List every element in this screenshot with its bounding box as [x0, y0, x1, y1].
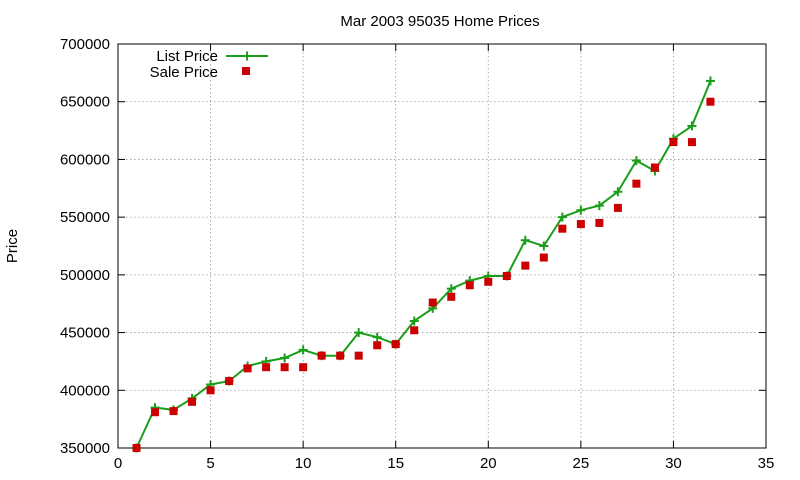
legend-marker-sale-price	[242, 67, 250, 75]
list-price-point	[631, 156, 641, 166]
sale-price-point	[243, 364, 252, 373]
sale-price-point	[595, 218, 604, 227]
y-tick-label: 650000	[60, 94, 110, 111]
y-tick-label: 500000	[60, 267, 110, 284]
list-price-point	[354, 328, 364, 338]
sale-price-point	[373, 341, 382, 350]
y-tick-label: 400000	[60, 382, 110, 399]
sale-price-point	[484, 277, 493, 286]
y-tick-label: 700000	[60, 36, 110, 53]
x-tick-label: 5	[206, 455, 214, 472]
sale-price-point	[706, 97, 715, 106]
x-tick-label: 20	[480, 455, 497, 472]
list-price-point	[372, 332, 382, 342]
sale-price-point	[539, 253, 548, 262]
grid	[118, 44, 766, 448]
sale-price-point	[650, 163, 659, 172]
list-price-point	[705, 76, 715, 86]
sale-price-point	[317, 351, 326, 360]
sale-price-point	[687, 138, 696, 147]
x-tick-label: 30	[665, 455, 682, 472]
sale-price-point	[262, 363, 271, 372]
sale-price-point	[336, 351, 345, 360]
legend-label-list-price: List Price	[156, 48, 218, 65]
sale-price-point	[521, 261, 530, 270]
x-tick-label: 15	[387, 455, 404, 472]
sale-price-point	[132, 444, 141, 452]
list-price-point	[557, 212, 567, 222]
sale-price-point	[206, 386, 215, 395]
sale-price-point	[428, 298, 437, 307]
sale-price-point	[447, 292, 456, 301]
list-price-point	[520, 235, 530, 245]
x-tick-label: 10	[295, 455, 312, 472]
sale-price-point	[151, 408, 160, 417]
sale-price-point	[225, 377, 234, 386]
list-price-line	[135, 80, 712, 449]
list-price-point	[280, 353, 290, 363]
sale-price-point	[280, 363, 289, 372]
y-tick-label: 600000	[60, 151, 110, 168]
chart-title: Mar 2003 95035 Home Prices	[340, 13, 539, 30]
sale-price-point	[558, 224, 567, 233]
sale-price-point	[188, 397, 197, 406]
list-price-point	[409, 316, 419, 326]
list-price-point	[576, 205, 586, 215]
list-price-point	[446, 284, 456, 294]
sale-price-point	[613, 203, 622, 212]
plot-frame	[117, 43, 767, 449]
legend-label-sale-price: Sale Price	[150, 64, 218, 81]
sale-price-point	[169, 407, 178, 416]
x-tick-label: 25	[573, 455, 590, 472]
sale-price-point	[299, 363, 308, 372]
list-price-point	[594, 201, 604, 211]
sale-price-point	[632, 179, 641, 188]
x-tick-label: 35	[758, 455, 775, 472]
sale-price-point	[410, 326, 419, 335]
y-axis-label: Price	[4, 229, 21, 263]
sale-price-point	[354, 351, 363, 360]
list-price-point	[613, 187, 623, 197]
y-tick-label: 550000	[60, 209, 110, 226]
axis-ticks: 0 5 10 15 20 25 30 35 350000 400000 450000 500000 55…	[60, 36, 774, 472]
y-tick-label: 450000	[60, 325, 110, 342]
sale-price-point	[465, 281, 474, 290]
x-tick-label: 0	[114, 455, 122, 472]
list-price-point	[298, 345, 308, 355]
sale-price-point	[669, 138, 678, 147]
sale-price-point	[391, 340, 400, 349]
y-tick-label: 350000	[60, 440, 110, 457]
list-price-point	[687, 121, 697, 131]
list-price-point	[539, 241, 549, 251]
sale-price-point	[502, 272, 511, 281]
sale-price-point	[576, 220, 585, 229]
series-layer	[132, 76, 715, 453]
